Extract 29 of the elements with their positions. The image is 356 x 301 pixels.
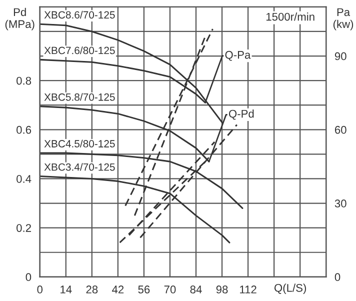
series-label: XBC3.4/70-125 xyxy=(44,163,115,171)
annotation: 1500r/min xyxy=(266,12,314,21)
x-tick-label: 14 xyxy=(60,286,72,294)
y2-tick-label: 30 xyxy=(334,200,346,208)
series-label: XBC5.8/70-125 xyxy=(44,93,115,101)
series-label: XBC4.5/80-125 xyxy=(44,140,115,148)
y-tick-label: 0.8 xyxy=(16,76,32,85)
annotation: Q-Pd xyxy=(228,110,254,120)
y-axis-title: Pd (MPa) xyxy=(5,8,34,30)
y-tick-label: 0 xyxy=(26,273,32,282)
x-tick-label: 112 xyxy=(240,286,256,294)
y2-tick-label: 0 xyxy=(334,273,340,282)
x-tick-label: 70 xyxy=(164,286,176,294)
y2-tick-label: 60 xyxy=(334,126,346,134)
x-axis-title: Q(L/S) xyxy=(274,284,306,294)
y-tick-label: 0.6 xyxy=(16,126,32,134)
y2-tick-label: 90 xyxy=(334,52,346,60)
series-label: XBC8.6/70-125 xyxy=(44,10,115,19)
x-tick-label: 28 xyxy=(86,286,98,294)
y-tick-label: 0.4 xyxy=(16,175,32,183)
y-tick-label: 0.2 xyxy=(16,224,31,232)
x-tick-label: 56 xyxy=(138,286,150,294)
y2-axis-title: Pa (kw) xyxy=(333,8,354,30)
annotation: Q-Pa xyxy=(225,50,251,61)
x-tick-label: 84 xyxy=(190,286,202,294)
x-tick-label: 0 xyxy=(37,286,43,294)
x-tick-label: 42 xyxy=(112,286,124,294)
x-tick-label: 98 xyxy=(216,286,228,294)
series-label: XBC7.6/80-125 xyxy=(44,46,115,54)
